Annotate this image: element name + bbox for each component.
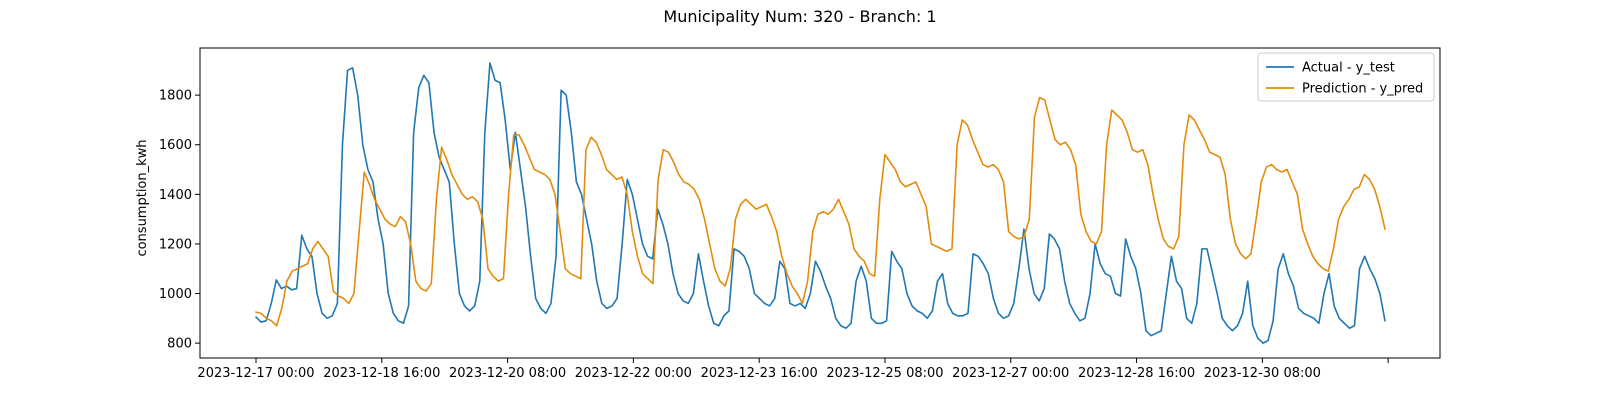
legend-label: Actual - y_test [1302,61,1395,76]
series-line-actual [255,62,1386,344]
legend-box [1257,52,1435,102]
x-tick-label: 2023-12-25 08:00 [826,366,943,381]
series-line-prediction [255,96,1386,327]
plot-area: 800 1000 1200 1400 1600 1800 2023-12-17 00:00 2… [159,62,1389,381]
y-tick-label: 800 [167,337,192,352]
x-tick-label: 2023-12-23 16:00 [701,366,818,381]
y-tick-label: 1400 [159,188,192,203]
x-tick-label: 2023-12-17 00:00 [197,366,314,381]
x-tick-label: 2023-12-18 16:00 [323,366,440,381]
x-tick-label: 2023-12-20 08:00 [449,366,566,381]
x-tick-label: 2023-12-28 16:00 [1078,366,1195,381]
y-axis-title: consumption_kwh [135,139,150,256]
plot-frame [199,47,1441,359]
y-tick-label: 1200 [159,237,192,252]
y-tick-label: 1000 [159,287,192,302]
chart-title: Municipality Num: 320 - Branch: 1 [663,7,936,26]
y-tick-label: 1600 [159,138,192,153]
x-tick-label: 2023-12-27 00:00 [952,366,1069,381]
x-tick-label: 2023-12-30 08:00 [1204,366,1321,381]
legend-label: Prediction - y_pred [1302,82,1423,97]
y-tick-label: 1800 [159,89,192,104]
x-tick-label: 2023-12-22 00:00 [575,366,692,381]
legend: Actual - y_test Prediction - y_pred [1257,52,1435,102]
